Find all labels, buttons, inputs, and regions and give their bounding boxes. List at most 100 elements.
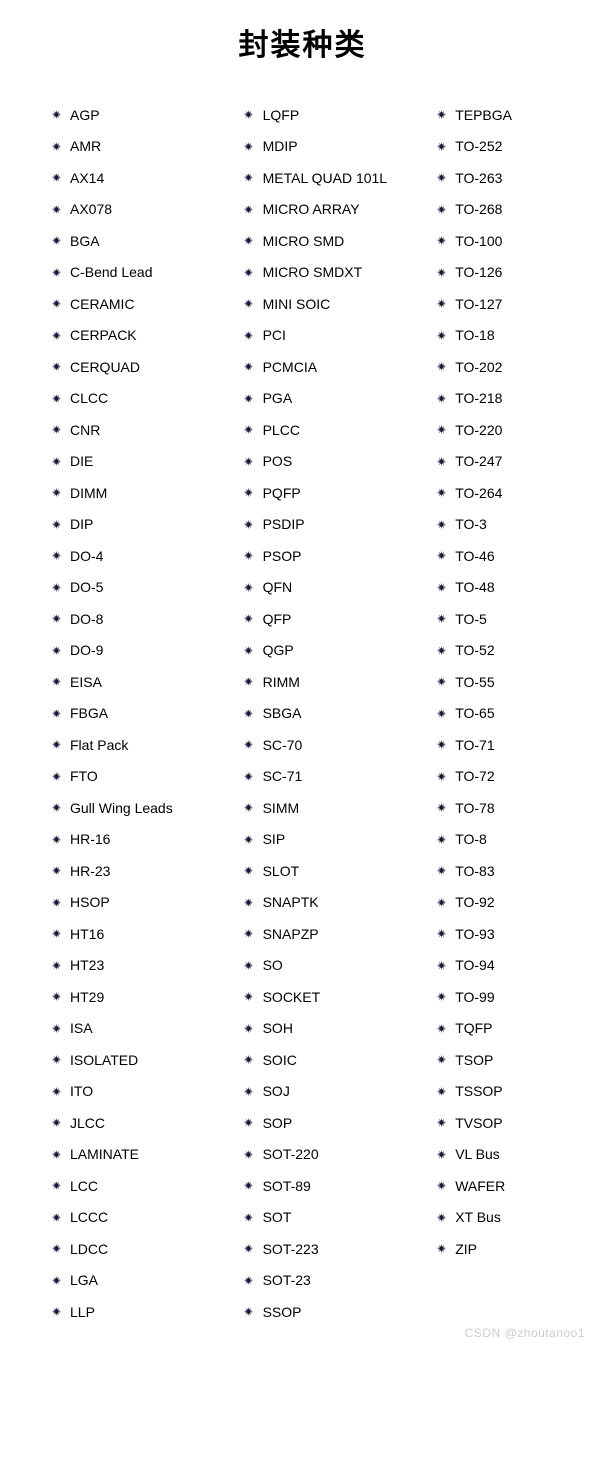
- list-item: MINI SOIC: [243, 288, 436, 320]
- item-label: AGP: [70, 107, 100, 123]
- bullet-icon: [243, 487, 255, 499]
- item-label: MICRO SMD: [263, 233, 345, 249]
- list-item: SOIC: [243, 1044, 436, 1076]
- item-label: MICRO ARRAY: [263, 201, 360, 217]
- item-label: TO-218: [455, 390, 502, 406]
- item-label: DIE: [70, 453, 93, 469]
- item-label: LCC: [70, 1178, 98, 1194]
- bullet-icon: [50, 959, 62, 971]
- bullet-icon: [50, 455, 62, 467]
- list-item: DIMM: [50, 477, 243, 509]
- list-item: TSOP: [435, 1044, 570, 1076]
- bullet-icon: [50, 518, 62, 530]
- item-label: MDIP: [263, 138, 298, 154]
- list-item: ISOLATED: [50, 1044, 243, 1076]
- list-item: TO-92: [435, 887, 570, 919]
- list-item: TO-48: [435, 572, 570, 604]
- bullet-icon: [435, 1180, 447, 1192]
- list-item: CNR: [50, 414, 243, 446]
- item-label: SIMM: [263, 800, 300, 816]
- bullet-icon: [50, 581, 62, 593]
- item-label: ISA: [70, 1020, 93, 1036]
- list-item: HT29: [50, 981, 243, 1013]
- list-item: TO-5: [435, 603, 570, 635]
- list-item: TO-65: [435, 698, 570, 730]
- item-label: CERAMIC: [70, 296, 135, 312]
- item-label: PSDIP: [263, 516, 305, 532]
- list-item: VL Bus: [435, 1139, 570, 1171]
- list-item: SIMM: [243, 792, 436, 824]
- bullet-icon: [243, 613, 255, 625]
- bullet-icon: [243, 361, 255, 373]
- bullet-icon: [243, 203, 255, 215]
- item-label: SSOP: [263, 1304, 302, 1320]
- bullet-icon: [435, 172, 447, 184]
- item-label: TO-92: [455, 894, 494, 910]
- bullet-icon: [435, 1054, 447, 1066]
- bullet-icon: [435, 1148, 447, 1160]
- bullet-icon: [243, 392, 255, 404]
- bullet-icon: [243, 235, 255, 247]
- item-label: PLCC: [263, 422, 300, 438]
- list-item: TO-94: [435, 950, 570, 982]
- list-item: TO-218: [435, 383, 570, 415]
- list-item: MICRO ARRAY: [243, 194, 436, 226]
- bullet-icon: [243, 1117, 255, 1129]
- list-item: TQFP: [435, 1013, 570, 1045]
- bullet-icon: [243, 1306, 255, 1318]
- item-label: SOIC: [263, 1052, 297, 1068]
- list-item: QGP: [243, 635, 436, 667]
- list-item: TO-72: [435, 761, 570, 793]
- list-item: SO: [243, 950, 436, 982]
- bullet-icon: [243, 266, 255, 278]
- bullet-icon: [50, 1211, 62, 1223]
- list-item: LQFP: [243, 99, 436, 131]
- item-label: TSOP: [455, 1052, 493, 1068]
- item-label: C-Bend Lead: [70, 264, 153, 280]
- bullet-icon: [435, 329, 447, 341]
- bullet-icon: [243, 928, 255, 940]
- item-label: METAL QUAD 101L: [263, 170, 388, 186]
- item-label: ZIP: [455, 1241, 477, 1257]
- item-label: ITO: [70, 1083, 93, 1099]
- item-label: SOH: [263, 1020, 293, 1036]
- bullet-icon: [50, 140, 62, 152]
- bullet-icon: [243, 1211, 255, 1223]
- bullet-icon: [243, 802, 255, 814]
- item-label: TO-99: [455, 989, 494, 1005]
- bullet-icon: [435, 1243, 447, 1255]
- list-item: AGP: [50, 99, 243, 131]
- list-item: TO-127: [435, 288, 570, 320]
- list-item: CLCC: [50, 383, 243, 415]
- list-item: TO-264: [435, 477, 570, 509]
- list-item: PGA: [243, 383, 436, 415]
- item-label: TO-52: [455, 642, 494, 658]
- list-item: SOCKET: [243, 981, 436, 1013]
- bullet-icon: [435, 392, 447, 404]
- list-item: ISA: [50, 1013, 243, 1045]
- bullet-icon: [243, 1085, 255, 1097]
- item-label: TO-247: [455, 453, 502, 469]
- list-item: Flat Pack: [50, 729, 243, 761]
- bullet-icon: [50, 1085, 62, 1097]
- columns-container: AGP AMR AX14 AX078 BGA C-Bend Lead CERAM…: [0, 99, 605, 1328]
- bullet-icon: [435, 203, 447, 215]
- bullet-icon: [243, 707, 255, 719]
- column-1: LQFP MDIP METAL QUAD 101L MICRO ARRAY MI…: [243, 99, 436, 1328]
- item-label: TO-263: [455, 170, 502, 186]
- list-item: HR-23: [50, 855, 243, 887]
- bullet-icon: [435, 581, 447, 593]
- bullet-icon: [243, 770, 255, 782]
- list-item: TO-78: [435, 792, 570, 824]
- bullet-icon: [435, 266, 447, 278]
- list-item: SOT-89: [243, 1170, 436, 1202]
- bullet-icon: [243, 1054, 255, 1066]
- list-item: PCI: [243, 320, 436, 352]
- item-label: SBGA: [263, 705, 302, 721]
- list-item: LAMINATE: [50, 1139, 243, 1171]
- bullet-icon: [435, 518, 447, 530]
- list-item: TO-263: [435, 162, 570, 194]
- bullet-icon: [435, 959, 447, 971]
- list-item: SOT-220: [243, 1139, 436, 1171]
- list-item: TO-8: [435, 824, 570, 856]
